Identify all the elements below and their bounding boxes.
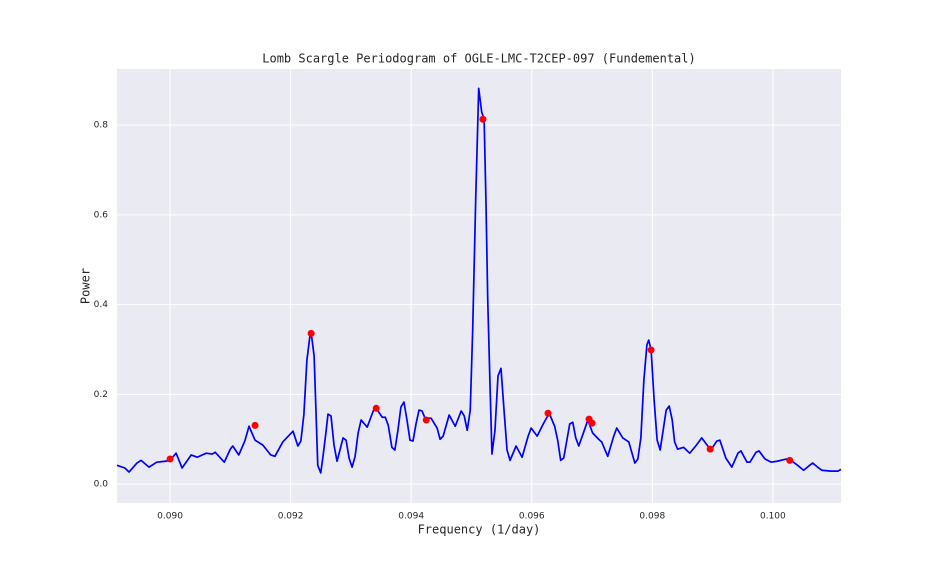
x-tick-label: 0.094 <box>398 512 424 522</box>
peak-point <box>588 419 596 427</box>
chart-title: Lomb Scargle Periodogram of OGLE-LMC-T2C… <box>262 52 695 66</box>
y-tick-label: 0.6 <box>94 210 109 220</box>
x-tick-label: 0.090 <box>157 512 183 522</box>
x-tick-label: 0.096 <box>519 512 545 522</box>
plot-area <box>117 69 841 503</box>
y-tick-label: 0.8 <box>94 121 109 131</box>
y-tick-label: 0.0 <box>94 480 109 490</box>
x-axis-label: Frequency (1/day) <box>418 523 541 537</box>
x-tick-label: 0.092 <box>278 512 304 522</box>
peak-point <box>544 409 552 417</box>
y-tick-label: 0.2 <box>94 390 108 400</box>
peak-point <box>706 445 714 453</box>
periodogram-line <box>116 87 842 474</box>
peak-point <box>647 346 655 354</box>
peak-point <box>251 421 259 429</box>
peak-point <box>479 115 487 123</box>
peak-point <box>786 456 794 464</box>
y-axis-label: Power <box>79 268 93 304</box>
x-tick-label: 0.098 <box>639 512 665 522</box>
peak-point <box>166 455 174 463</box>
peak-point <box>307 329 315 337</box>
peak-point <box>422 416 430 424</box>
peak-point <box>372 404 380 412</box>
y-tick-label: 0.4 <box>94 300 109 310</box>
x-tick-label: 0.100 <box>760 512 786 522</box>
